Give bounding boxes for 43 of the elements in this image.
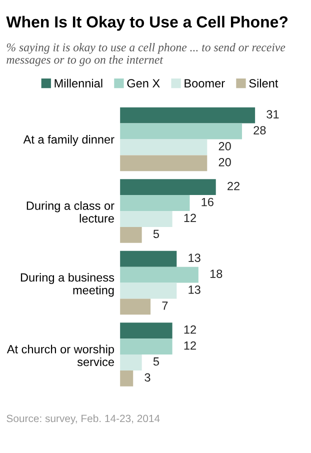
bar [120, 322, 172, 339]
legend-label: Silent [249, 78, 278, 88]
data-label: 5 [153, 357, 160, 366]
bar [120, 226, 142, 243]
data-label: 20 [218, 158, 231, 166]
data-label: 22 [228, 182, 240, 190]
data-label: 3 [144, 373, 150, 382]
bar [120, 370, 134, 386]
data-label: 12 [184, 325, 196, 334]
bar [120, 179, 216, 196]
y-tick-label: At a family dinner [23, 134, 114, 146]
bar [120, 211, 172, 227]
chart-title: When Is It Okay to Use a Cell Phone? [6, 16, 288, 31]
bar [120, 139, 208, 156]
data-label: 5 [153, 230, 160, 238]
y-tick-label: During a class or lecture [26, 201, 114, 223]
data-label: 31 [266, 110, 279, 118]
y-tick-label: At church or worship service [6, 344, 114, 366]
data-label: 7 [162, 302, 168, 310]
legend-label: Boomer [184, 79, 225, 88]
data-label: 16 [202, 198, 214, 206]
bar [120, 282, 177, 299]
legend-label: Gen X [127, 79, 160, 88]
source-note: Source: survey, Feb. 14-23, 2014 [6, 414, 160, 424]
data-label: 13 [188, 286, 200, 294]
bar [120, 107, 256, 124]
data-label: 28 [254, 126, 266, 134]
bar [120, 250, 177, 267]
bar [120, 266, 198, 283]
data-label: 12 [184, 214, 196, 222]
bar [120, 195, 190, 212]
legend-label: Millennial [54, 78, 102, 88]
bar [120, 155, 208, 172]
bar [120, 298, 151, 315]
chart-subtitle: % saying it is okay to use a cell phone ... to send or receive messages or to go on the internet [6, 43, 286, 66]
bar [120, 354, 142, 370]
bar [120, 123, 242, 140]
data-label: 13 [188, 254, 200, 262]
data-label: 18 [210, 270, 222, 278]
data-label: 12 [184, 341, 196, 350]
data-label: 20 [218, 142, 231, 150]
bar [120, 338, 172, 355]
y-tick-label: During a business meeting [20, 272, 114, 297]
